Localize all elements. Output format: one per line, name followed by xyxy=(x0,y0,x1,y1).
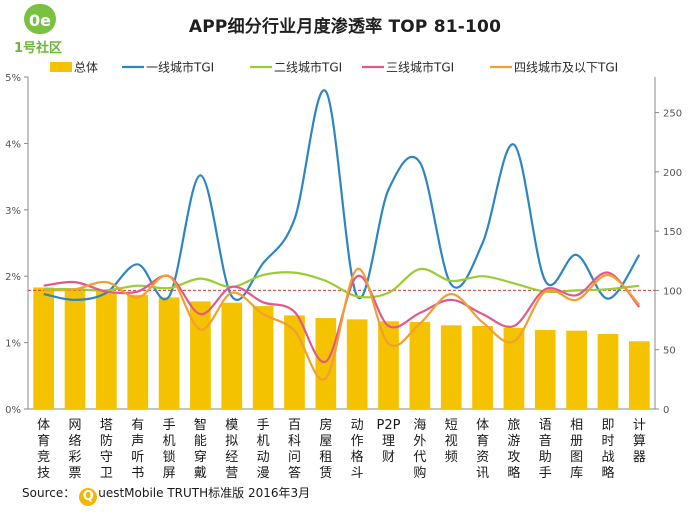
x-axis-category-label: 有声听书 xyxy=(131,418,144,481)
x-axis-category-label: 模拟经营 xyxy=(225,418,238,481)
source-text: uestMobile TRUTH标准版 2016年3月 xyxy=(98,486,311,500)
legend-label: 四线城市及以下TGI xyxy=(514,60,618,75)
x-axis-category-label: 智能穿戴 xyxy=(194,418,207,481)
x-axis-category-label: 百科问答 xyxy=(288,418,301,481)
legend-label: 二线城市TGI xyxy=(274,60,342,75)
x-axis-category-label: 旅游攻略 xyxy=(507,418,520,481)
chart-title: APP细分行业月度渗透率 TOP 81-100 xyxy=(188,17,502,37)
x-axis-category-label: 体育竞技 xyxy=(37,418,50,481)
bar-total xyxy=(96,291,117,409)
legend-swatch-total xyxy=(50,62,72,72)
questmobile-logo: Q xyxy=(79,488,98,506)
bar-total xyxy=(472,326,493,409)
bar-total xyxy=(346,319,368,409)
x-axis-category-label: 手机动漫 xyxy=(257,418,270,481)
x-axis-category-label: 体育资讯 xyxy=(476,418,489,481)
x-axis-category-label: 塔防守卫 xyxy=(100,418,113,481)
right-axis-tick-label: 250 xyxy=(663,109,682,120)
left-axis-tick-label: 5% xyxy=(5,73,21,84)
logo-mark: 0e xyxy=(29,11,51,30)
x-axis-category-label: 房屋租赁 xyxy=(319,417,332,481)
right-axis-tick-label: 0 xyxy=(663,405,669,416)
bar-total xyxy=(440,325,462,409)
bar-total xyxy=(534,329,556,409)
x-axis-category-label: 海外代购 xyxy=(413,418,426,481)
logo-text: 1号社区 xyxy=(14,40,62,56)
x-axis-category-label: 语音助手 xyxy=(539,418,552,481)
bar-total xyxy=(127,294,149,409)
bar-total xyxy=(503,327,525,409)
legend-label: 三线城市TGI xyxy=(386,60,454,75)
bar-total xyxy=(64,289,86,409)
bar-total xyxy=(566,330,587,409)
left-axis-tick-label: 0% xyxy=(5,405,21,416)
right-axis-tick-label: 200 xyxy=(663,168,682,179)
bar-total xyxy=(252,306,274,409)
left-axis-tick-label: 2% xyxy=(5,272,21,283)
bar-total xyxy=(597,333,619,409)
logo-badge xyxy=(24,4,56,34)
right-axis-tick-label: 100 xyxy=(663,286,682,297)
right-axis-tick-label: 50 xyxy=(663,346,676,357)
bar-total xyxy=(628,341,650,409)
bar-total xyxy=(158,297,180,409)
right-axis-tick-label: 150 xyxy=(663,227,682,238)
x-axis-category-label: P2P 理财 xyxy=(377,418,401,465)
left-axis-tick-label: 3% xyxy=(5,206,21,217)
x-axis-category-label: 手机锁屏 xyxy=(163,418,176,481)
logo: 0e 1号社区 xyxy=(14,4,62,56)
bar-total xyxy=(33,287,55,409)
x-axis-category-label: 动作格斗 xyxy=(351,418,364,481)
left-axis-tick-label: 1% xyxy=(5,339,21,350)
x-axis-category-label: 短视频 xyxy=(445,418,458,465)
bar-total xyxy=(221,302,243,409)
bar-total xyxy=(409,322,431,409)
left-axis-tick-label: 4% xyxy=(5,139,21,150)
legend-label: 总体 xyxy=(74,61,98,75)
bar-total xyxy=(315,318,337,409)
source-prefix: Source： xyxy=(22,486,76,500)
bar-total xyxy=(378,321,399,409)
line-tier1-tgi xyxy=(43,89,641,302)
x-axis-category-label: 即时战略 xyxy=(601,418,614,481)
bar-total xyxy=(190,301,211,409)
legend-label: 一线城市TGI xyxy=(146,60,214,75)
x-axis-category-label: 计算器 xyxy=(633,418,646,465)
line-tier4-tgi xyxy=(43,267,641,381)
x-axis-category-label: 网络彩票 xyxy=(69,418,82,481)
x-axis-category-label: 相册图库 xyxy=(570,418,583,481)
